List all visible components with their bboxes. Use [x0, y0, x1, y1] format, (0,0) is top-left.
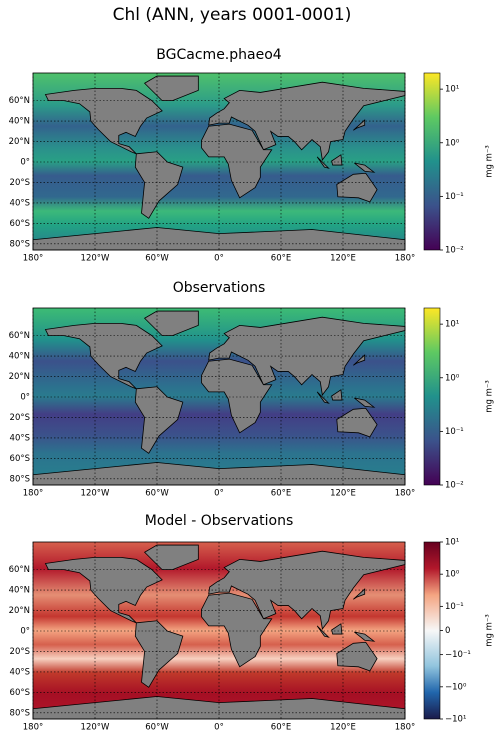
lon-tick-label: 180° [395, 489, 415, 499]
colorbar-tick-label: 0 [445, 626, 450, 636]
colorbar-tick-label: 10⁻¹ [445, 192, 464, 202]
colorbar-tick-label: −10⁰ [445, 682, 467, 692]
colorbar-tick-label: 10¹ [445, 85, 459, 95]
map-frame [32, 307, 406, 486]
colorbar-label: mg m⁻³ [485, 614, 495, 647]
lat-tick-label: 0° [20, 627, 30, 637]
lon-tick-label: 120°W [81, 254, 110, 264]
land [353, 588, 366, 600]
panel-title: Observations [173, 280, 266, 296]
lon-tick-label: 180° [23, 723, 43, 733]
lon-tick-label: 120°W [81, 489, 110, 499]
land [336, 172, 378, 203]
lat-tick-label: 0° [20, 393, 30, 403]
colorbar [423, 72, 441, 251]
lat-tick-label: 20°S [10, 647, 30, 657]
lat-tick-label: 40°S [10, 198, 30, 208]
land [134, 620, 184, 688]
lon-tick-label: 60°W [145, 489, 169, 499]
lon-tick-label: 180° [395, 254, 415, 264]
lat-tick-label: 40°S [10, 433, 30, 443]
lat-tick-label: 40°N [9, 352, 30, 362]
lat-tick-label: 20°N [9, 606, 30, 616]
colorbar-tick-label: 10⁻¹ [445, 602, 464, 612]
panel-title: Model - Observations [145, 513, 294, 529]
lat-tick-label: 40°N [9, 586, 30, 596]
lon-tick-label: 0° [214, 489, 224, 499]
colorbar-tick-label: −10⁻¹ [445, 650, 471, 660]
lon-tick-label: 180° [395, 723, 415, 733]
land [331, 623, 343, 635]
colorbar-label: mg m⁻³ [485, 380, 495, 413]
colorbar-tick-label: 10⁰ [445, 373, 460, 383]
lat-tick-label: 0° [20, 158, 30, 168]
lat-tick-label: 80°S [10, 239, 30, 249]
land [331, 389, 343, 401]
lon-tick-label: 60°W [145, 723, 169, 733]
land [134, 386, 184, 454]
lon-tick-label: 120°E [330, 489, 356, 499]
lon-tick-label: 0° [214, 723, 224, 733]
colorbar-tick-label: 10⁰ [445, 570, 460, 580]
colorbar-tick-label: −10¹ [445, 715, 466, 725]
land [354, 162, 376, 173]
lat-tick-label: 60°S [10, 688, 30, 698]
colorbar-tick-label: 10⁰ [445, 138, 460, 148]
land [354, 397, 376, 408]
colorbar-tick-label: 10⁻² [445, 246, 464, 256]
lon-tick-label: 60°E [271, 254, 291, 264]
lat-tick-label: 60°S [10, 454, 30, 464]
colorbar-tick-label: 10⁻² [445, 481, 464, 491]
colorbar-tick-label: 10¹ [445, 320, 459, 330]
lon-tick-label: 120°E [330, 254, 356, 264]
lat-tick-label: 20°N [9, 372, 30, 382]
colorbar-tick-label: 10¹ [445, 538, 459, 548]
lat-tick-label: 80°S [10, 474, 30, 484]
lon-tick-label: 60°W [145, 254, 169, 264]
land [331, 154, 343, 166]
lat-tick-label: 60°N [9, 331, 30, 341]
map-frame [32, 72, 406, 251]
lat-tick-label: 60°S [10, 219, 30, 229]
lon-tick-label: 0° [214, 254, 224, 264]
colorbar [423, 541, 441, 720]
land [143, 310, 199, 337]
land [336, 641, 378, 672]
lon-tick-label: 180° [23, 254, 43, 264]
land [143, 75, 199, 102]
land [353, 354, 366, 366]
lat-tick-label: 60°N [9, 96, 30, 106]
colorbar-label: mg m⁻³ [485, 145, 495, 178]
land [354, 631, 376, 642]
lat-tick-label: 60°N [9, 565, 30, 575]
panel-title: BGCacme.phaeo4 [156, 47, 281, 63]
land [143, 544, 199, 571]
lat-tick-label: 20°S [10, 413, 30, 423]
colorbar-tick-label: 10⁻¹ [445, 427, 464, 437]
lon-tick-label: 120°E [330, 723, 356, 733]
figure-title: Chl (ANN, years 0001-0001) [113, 5, 352, 25]
lon-tick-label: 180° [23, 489, 43, 499]
lon-tick-label: 60°E [271, 489, 291, 499]
land [134, 151, 184, 219]
map-frame [32, 541, 406, 720]
colorbar [423, 307, 441, 486]
lat-tick-label: 40°N [9, 117, 30, 127]
lon-tick-label: 120°W [81, 723, 110, 733]
lat-tick-label: 80°S [10, 708, 30, 718]
land [336, 407, 378, 438]
lat-tick-label: 20°N [9, 137, 30, 147]
lat-tick-label: 40°S [10, 667, 30, 677]
lon-tick-label: 60°E [271, 723, 291, 733]
land [353, 119, 366, 131]
lat-tick-label: 20°S [10, 178, 30, 188]
